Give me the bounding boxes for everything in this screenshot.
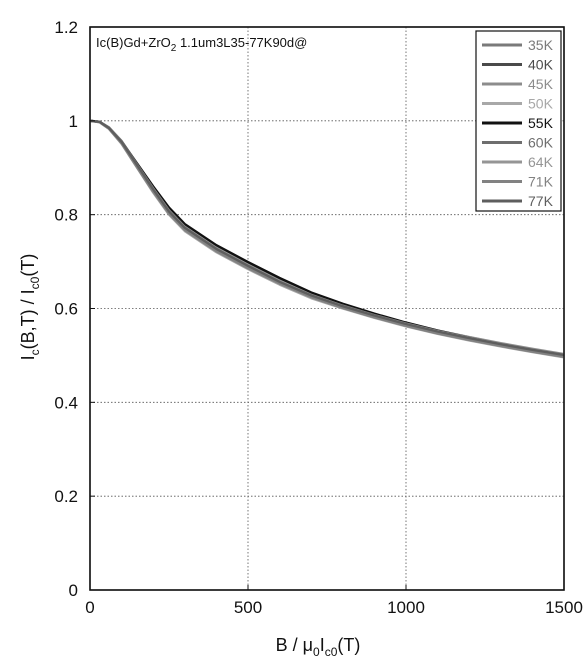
y-tick-label: 0.8 xyxy=(54,206,78,225)
legend-label-64K: 64K xyxy=(528,154,554,170)
legend-label-71K: 71K xyxy=(528,174,554,190)
x-axis-title: B / μ0Ic0(T) xyxy=(276,635,361,659)
legend-label-55K: 55K xyxy=(528,115,554,131)
x-tick-label: 1500 xyxy=(545,598,583,617)
grid xyxy=(90,27,564,590)
legend: 35K 40K 45K 50K 55K 60K 64K 71K 77K xyxy=(475,30,562,212)
y-tick-label: 0.2 xyxy=(54,487,78,506)
legend-label-35K: 35K xyxy=(528,37,554,53)
legend-label-77K: 77K xyxy=(528,193,554,209)
y-tick-label: 1.2 xyxy=(54,18,78,37)
chart-annotation: Ic(B)Gd+ZrO2 1.1um3L35-77K90d@ xyxy=(96,35,307,54)
y-tick-label: 0.4 xyxy=(54,393,78,412)
legend-label-50K: 50K xyxy=(528,96,554,112)
y-tick-label: 1 xyxy=(69,112,78,131)
y-tick-label: 0 xyxy=(69,581,78,600)
x-tick-label: 1000 xyxy=(387,598,425,617)
x-tick-label: 0 xyxy=(85,598,94,617)
y-axis: 0 0.2 0.4 0.6 0.8 1 1.2 xyxy=(54,18,95,600)
series-line-77K xyxy=(89,119,565,357)
y-axis-title: Ic(B,T) / Ic0(T) xyxy=(18,254,42,361)
legend-label-45K: 45K xyxy=(528,76,554,92)
legend-label-40K: 40K xyxy=(528,57,554,73)
y-tick-label: 0.6 xyxy=(54,300,78,319)
x-tick-label: 500 xyxy=(234,598,262,617)
legend-label-60K: 60K xyxy=(528,135,554,151)
series-layer xyxy=(89,119,565,359)
x-axis: 0 500 1000 1500 xyxy=(85,585,583,617)
